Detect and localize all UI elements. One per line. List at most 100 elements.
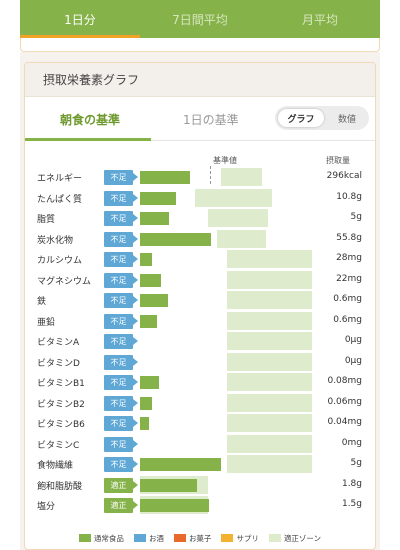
nutrient-row: 鉄 不足 0.6mg: [24, 290, 376, 310]
intake-bar: [140, 499, 209, 512]
status-badge: 不足: [104, 436, 138, 452]
nutrient-name: 塩分: [37, 502, 56, 512]
intake-amount: 28mg: [336, 253, 362, 263]
status-badge: 不足: [104, 272, 138, 288]
intake-amount: 10.8g: [336, 191, 362, 202]
status-badge: 不足: [104, 375, 138, 390]
segment-active-indicator: [25, 138, 151, 141]
intake-amount: 1.5g: [341, 499, 362, 509]
nutrient-row: たんぱく質 不足 10.8g: [24, 188, 376, 208]
nutrient-row: 炭水化物 不足 55.8g: [24, 229, 376, 249]
status-badge: 不足: [104, 457, 138, 472]
nutrient-name: ビタミンB1: [37, 379, 85, 389]
nutrient-row: ビタミンB1 不足 0.08mg: [24, 372, 376, 392]
intake-bar: [140, 294, 168, 307]
legend-swatch: [173, 534, 186, 542]
nutrient-name: ビタミンB6: [37, 420, 85, 430]
legend-label: 適正ゾーン: [283, 533, 322, 543]
tab-monthly-average[interactable]: 月平均: [301, 12, 338, 27]
nutrient-row: ビタミンB6 不足 0.04mg: [24, 413, 376, 433]
intake-bar: [140, 417, 149, 430]
legend-label: 通常食品: [93, 533, 124, 543]
segment-breakfast-standard[interactable]: 朝食の基準: [60, 113, 121, 127]
nutrient-name: 炭水化物: [37, 235, 74, 246]
intake-bar: [140, 376, 159, 389]
nutrient-row: マグネシウム 不足 22mg: [24, 270, 376, 290]
adequate-zone: [221, 168, 262, 186]
nutrient-name: ビタミンA: [37, 338, 80, 348]
nutrient-row: 亜鉛 不足 0.6mg: [24, 311, 376, 331]
toggle-numbers[interactable]: 数値: [337, 114, 356, 125]
nutrient-row: 脂質 不足 5g: [24, 208, 376, 228]
nutrient-name: たんぱく質: [37, 194, 83, 205]
legend-item: サプリ: [221, 530, 259, 546]
intake-bar: [140, 314, 157, 328]
toggle-graph[interactable]: グラフ: [278, 109, 324, 127]
intake-bar: [140, 396, 152, 410]
nutrient-name: 食物繊維: [37, 461, 74, 471]
tab-one-day[interactable]: 1日分: [64, 12, 96, 27]
adequate-zone: [227, 434, 312, 453]
view-toggle[interactable]: グラフ 数値: [275, 106, 369, 130]
nutrient-name: カルシウム: [37, 256, 83, 266]
nutrient-row: ビタミンA 不足 0μg: [24, 331, 376, 351]
legend-item: お酒: [133, 530, 164, 546]
legend-swatch: [268, 534, 281, 542]
legend: 通常食品 お酒 お菓子 サプリ 適正ゾーン: [24, 530, 376, 546]
status-badge: 適正: [104, 498, 138, 513]
intake-amount: 0mg: [341, 437, 362, 448]
status-badge: 不足: [104, 211, 138, 226]
intake-column-header: 摂取量: [326, 156, 350, 165]
legend-label: お菓子: [188, 533, 212, 543]
intake-bar: [140, 458, 221, 471]
nutrient-name: 飽和脂肪酸: [37, 481, 83, 492]
intake-bar: [140, 232, 211, 246]
adequate-zone: [227, 373, 312, 391]
adequate-zone: [227, 291, 312, 309]
intake-bar: [140, 212, 169, 225]
nutrient-name: エネルギー: [37, 174, 83, 184]
intake-bar: [140, 273, 161, 287]
intake-amount: 0.08mg: [327, 376, 362, 386]
adequate-zone: [217, 229, 266, 248]
intake-amount: 0.06mg: [327, 396, 362, 407]
status-badge: 不足: [104, 416, 138, 431]
previous-card-edge: [20, 38, 380, 52]
nutrient-name: 脂質: [37, 215, 56, 225]
legend-swatch: [78, 534, 91, 542]
status-badge: 不足: [104, 395, 138, 411]
legend-label: サプリ: [236, 533, 259, 543]
intake-amount: 22mg: [336, 273, 362, 284]
intake-amount: 0.04mg: [327, 417, 362, 427]
nutrient-name: 鉄: [37, 297, 47, 307]
nutrient-name: マグネシウム: [37, 276, 92, 287]
legend-swatch: [133, 534, 146, 542]
adequate-zone: [227, 332, 312, 350]
segment-daily-standard[interactable]: 1日の基準: [183, 113, 239, 127]
status-badge: 不足: [104, 170, 138, 185]
intake-bar: [140, 191, 176, 205]
status-badge: 不足: [104, 354, 138, 370]
intake-amount: 55.8g: [336, 232, 362, 243]
intake-amount: 296kcal: [326, 171, 362, 181]
nutrient-row: エネルギー 不足 296kcal: [24, 167, 376, 187]
nutrient-name: 亜鉛: [37, 317, 56, 328]
adequate-zone: [227, 250, 312, 268]
intake-amount: 5g: [350, 212, 362, 222]
segment-divider: [25, 140, 375, 141]
nutrient-row: ビタミンC 不足 0mg: [24, 434, 376, 454]
period-tabs: 1日分 7日間平均 月平均: [20, 0, 380, 38]
tab-seven-day-average[interactable]: 7日間平均: [172, 12, 228, 27]
adequate-zone: [227, 393, 312, 412]
status-badge: 不足: [104, 334, 138, 349]
intake-bar: [140, 253, 152, 266]
nutrient-row: ビタミンB2 不足 0.06mg: [24, 393, 376, 413]
card-title: 摂取栄養素グラフ: [25, 63, 375, 97]
reference-line: [210, 166, 211, 184]
intake-amount: 0μg: [344, 335, 362, 345]
legend-label: お酒: [148, 533, 164, 543]
intake-amount: 0.6mg: [333, 294, 362, 304]
intake-bar: [140, 171, 190, 184]
nutrient-row: ビタミンD 不足 0μg: [24, 352, 376, 372]
legend-swatch: [221, 534, 234, 542]
